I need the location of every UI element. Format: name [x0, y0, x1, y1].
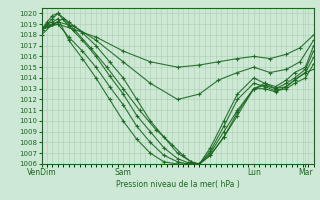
X-axis label: Pression niveau de la mer( hPa ): Pression niveau de la mer( hPa ) [116, 180, 239, 189]
